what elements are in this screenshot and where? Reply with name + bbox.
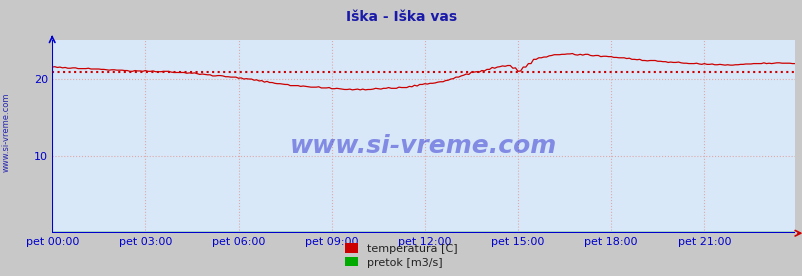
Text: Iška - Iška vas: Iška - Iška vas <box>346 10 456 24</box>
Legend: temperatura [C], pretok [m3/s]: temperatura [C], pretok [m3/s] <box>345 243 457 268</box>
Text: www.si-vreme.com: www.si-vreme.com <box>290 134 557 158</box>
Text: www.si-vreme.com: www.si-vreme.com <box>2 93 11 172</box>
